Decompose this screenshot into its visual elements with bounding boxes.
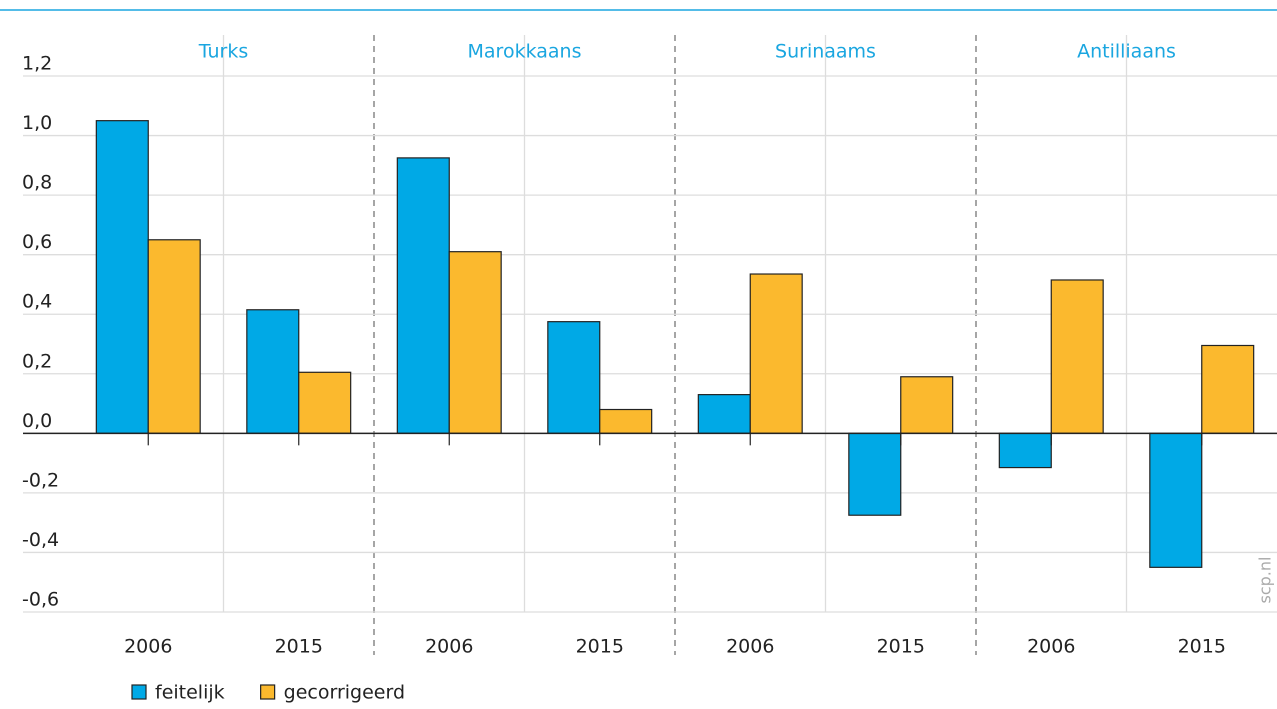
bar bbox=[147, 239, 201, 434]
bar bbox=[547, 321, 601, 434]
bar bbox=[246, 309, 300, 434]
bar bbox=[749, 273, 803, 434]
y-tick-label: 1,0 bbox=[22, 112, 52, 134]
group-label: Marokkaans bbox=[468, 41, 582, 63]
y-tick-label: 0,6 bbox=[22, 231, 52, 253]
y-tick-label: -0,6 bbox=[22, 589, 59, 611]
y-tick-label: 0,4 bbox=[22, 291, 52, 313]
bar bbox=[1201, 344, 1255, 434]
bar bbox=[298, 371, 352, 434]
group-label: Antilliaans bbox=[1077, 41, 1176, 63]
group-label: Surinaams bbox=[775, 41, 876, 63]
bar bbox=[396, 157, 450, 434]
y-tick-label: 0,0 bbox=[22, 410, 52, 432]
y-tick-label: 1,2 bbox=[22, 53, 52, 75]
x-tick-label: 2006 bbox=[726, 636, 774, 658]
x-tick-label: 2006 bbox=[1027, 636, 1075, 658]
bar bbox=[697, 394, 751, 434]
x-tick-label: 2015 bbox=[275, 636, 323, 658]
group-label: Turks bbox=[198, 41, 248, 63]
y-tick-label: -0,4 bbox=[22, 529, 59, 551]
legend-swatch bbox=[131, 684, 147, 700]
y-tick-label: -0,2 bbox=[22, 469, 59, 491]
legend-label: gecorrigeerd bbox=[284, 682, 405, 704]
y-tick-label: 0,8 bbox=[22, 172, 52, 194]
bar bbox=[1149, 432, 1203, 568]
y-tick-label: 0,2 bbox=[22, 350, 52, 372]
bar bbox=[848, 432, 902, 516]
legend-swatch bbox=[260, 684, 276, 700]
x-tick-label: 2015 bbox=[877, 636, 925, 658]
bar bbox=[95, 120, 149, 434]
x-tick-label: 2015 bbox=[1178, 636, 1226, 658]
x-tick-label: 2006 bbox=[425, 636, 473, 658]
x-tick-label: 2006 bbox=[124, 636, 172, 658]
bar bbox=[900, 376, 954, 434]
bar bbox=[599, 408, 653, 434]
bar bbox=[448, 251, 502, 434]
bar bbox=[1050, 279, 1104, 434]
x-tick-label: 2015 bbox=[576, 636, 624, 658]
watermark: scp.nl bbox=[1256, 557, 1275, 604]
legend-label: feitelijk bbox=[155, 682, 225, 704]
bar bbox=[998, 432, 1052, 469]
